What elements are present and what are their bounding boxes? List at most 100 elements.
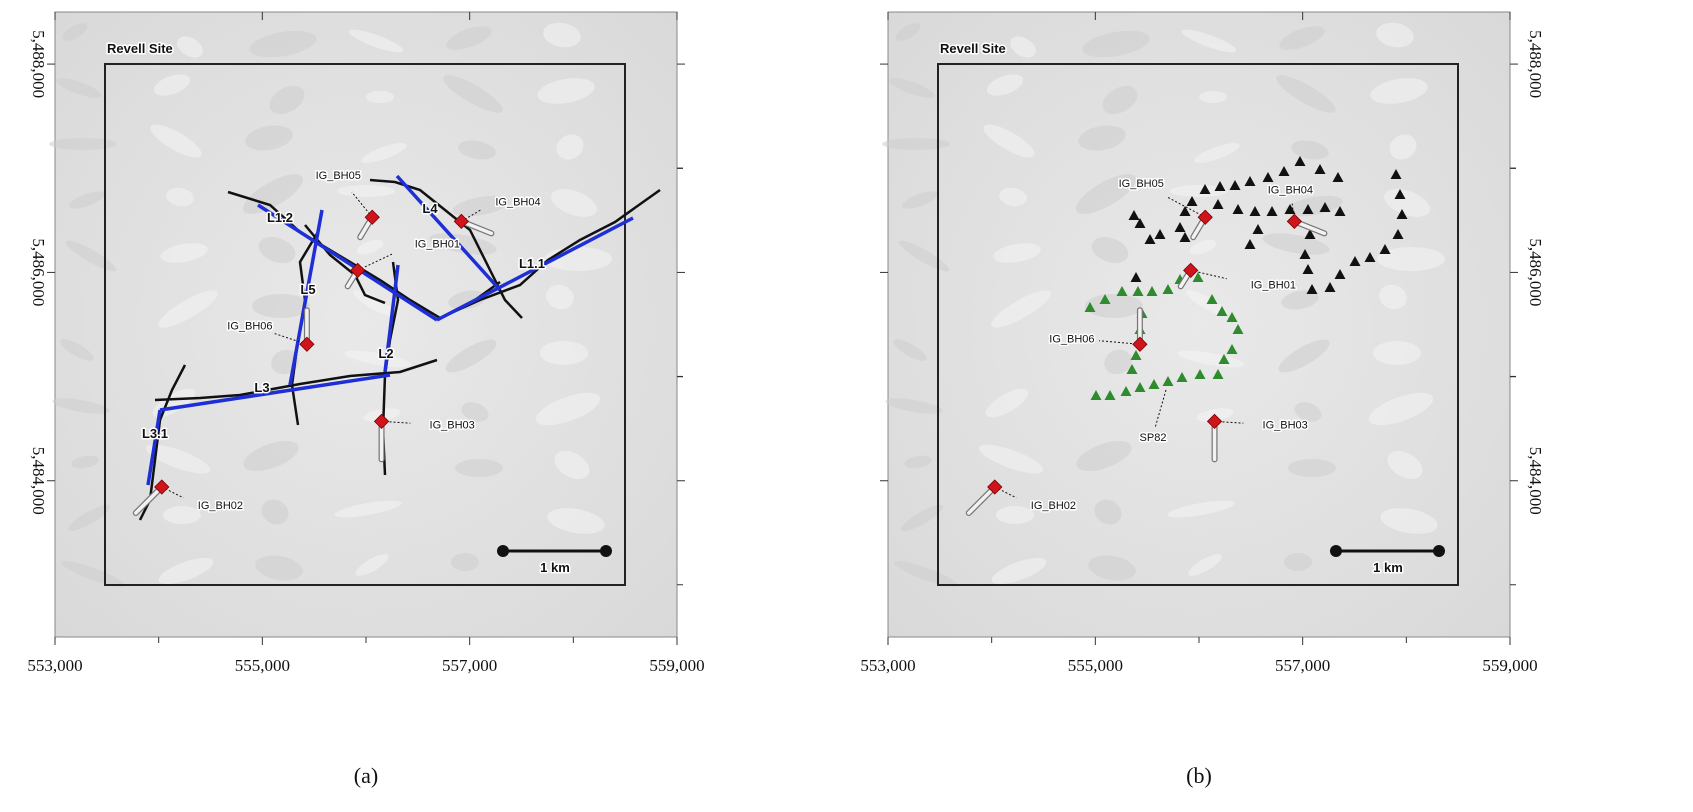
- y-tick-label: 5,484,000: [1526, 447, 1545, 515]
- geophone-station: [1148, 379, 1160, 389]
- terrain-relief: [1276, 75, 1336, 113]
- site-boundary: [104, 63, 626, 586]
- terrain-relief: [983, 124, 1035, 158]
- shotpoint-label: SP82: [1140, 432, 1167, 444]
- terrain-relief: [1088, 555, 1136, 581]
- terrain-relief: [353, 289, 395, 317]
- terrain-relief: [166, 187, 194, 207]
- terrain-relief: [252, 294, 310, 318]
- y-tick-label: 5,484,000: [29, 447, 48, 515]
- borehole-marker: [1132, 336, 1148, 352]
- terrain-relief: [551, 189, 597, 217]
- terrain-relief: [1189, 239, 1217, 255]
- terrain-relief: [60, 339, 94, 361]
- leader-line: [1154, 389, 1167, 429]
- terrain-relief: [1377, 247, 1445, 271]
- geophone-station: [1162, 284, 1174, 294]
- geophone-station: [1302, 204, 1314, 214]
- geophone-station: [1364, 252, 1376, 262]
- x-tick-label: 557,000: [1275, 656, 1330, 675]
- terrain-relief: [269, 85, 305, 115]
- geophone-station: [1128, 210, 1140, 220]
- geophone-station: [1132, 286, 1144, 296]
- terrain-relief: [361, 143, 407, 163]
- scale-bar-end: [1433, 545, 1445, 557]
- geophone-station: [1226, 312, 1238, 322]
- borehole-marker: [299, 336, 315, 352]
- geophone-station: [1306, 284, 1318, 294]
- geophone-station: [1266, 206, 1278, 216]
- y-tick-label: 5,486,000: [1526, 238, 1545, 306]
- leader-line: [1099, 340, 1140, 345]
- terrain-relief: [158, 290, 218, 328]
- borehole-marker: [453, 213, 470, 230]
- borehole-label: IG_BH04: [1268, 184, 1313, 196]
- terrain-relief: [1094, 499, 1122, 525]
- terrain-relief: [893, 339, 927, 361]
- borehole-marker: [373, 413, 390, 430]
- line-label: L5: [300, 282, 315, 297]
- terrain-relief: [255, 555, 303, 581]
- geophone-station: [1174, 222, 1186, 232]
- terrain-relief: [160, 243, 208, 263]
- geophone-station: [1099, 294, 1111, 304]
- terrain-relief: [1194, 143, 1240, 163]
- x-tick-label: 559,000: [1482, 656, 1537, 675]
- terrain-relief: [461, 402, 489, 422]
- x-tick-label: 559,000: [649, 656, 704, 675]
- terrain-relief: [1082, 30, 1150, 58]
- geophone-station: [1116, 286, 1128, 296]
- geophone-station: [1134, 382, 1146, 392]
- geophone-station: [1229, 180, 1241, 190]
- terrain-relief: [355, 554, 389, 576]
- geophone-station: [1162, 376, 1174, 386]
- leader-line: [1166, 196, 1206, 218]
- terrain-relief: [71, 455, 99, 469]
- terrain-relief: [1288, 459, 1336, 477]
- map-panel: Revell Site 553,000 555,000 557,000 559,000 5…: [27, 11, 705, 788]
- geophone-station: [1154, 229, 1166, 239]
- geophone-station: [1206, 294, 1218, 304]
- terrain-relief: [993, 243, 1041, 263]
- borehole-label: IG_BH06: [1049, 333, 1094, 345]
- borehole-marker: [987, 479, 1003, 495]
- x-tick-label: 553,000: [27, 656, 82, 675]
- borehole-label: IG_BH01: [1251, 279, 1296, 291]
- geophone-station: [1199, 184, 1211, 194]
- terrain-relief: [996, 506, 1034, 524]
- borehole-marker: [364, 209, 380, 225]
- terrain-relief: [554, 450, 590, 480]
- geophone-station: [1226, 344, 1238, 354]
- geophone-station: [1192, 272, 1204, 282]
- terrain-relief: [455, 459, 503, 477]
- seismic-line: [146, 409, 162, 486]
- terrain-relief: [1387, 450, 1423, 480]
- borehole-label: IG_BH06: [227, 320, 272, 332]
- terrain-relief: [1102, 85, 1138, 115]
- borehole-label: IG_BH03: [1263, 419, 1308, 431]
- borehole-label: IG_BH04: [495, 196, 540, 208]
- terrain-relief: [898, 240, 950, 272]
- geophone-station: [1252, 224, 1264, 234]
- geophone-station: [1146, 286, 1158, 296]
- terrain-relief: [540, 341, 588, 365]
- geophone-station: [1130, 272, 1142, 282]
- terrain-relief: [145, 444, 211, 474]
- geophone-station: [1249, 206, 1261, 216]
- site-label: Revell Site: [107, 41, 173, 56]
- borehole-label: IG_BH03: [430, 419, 475, 431]
- y-tick-label: 5,488,000: [1526, 30, 1545, 98]
- terrain-relief: [904, 455, 932, 469]
- geophone-station: [1218, 354, 1230, 364]
- seismic-line: [383, 264, 400, 373]
- geophone-station: [1284, 204, 1296, 214]
- borehole-marker: [1197, 209, 1213, 225]
- seismic-line: [159, 373, 391, 412]
- terrain-relief: [334, 500, 402, 518]
- terrain-relief: [451, 553, 479, 571]
- terrain-relief: [56, 78, 102, 98]
- geophone-station: [1390, 169, 1402, 179]
- geophone-station: [1090, 390, 1102, 400]
- borehole-marker: [350, 262, 366, 278]
